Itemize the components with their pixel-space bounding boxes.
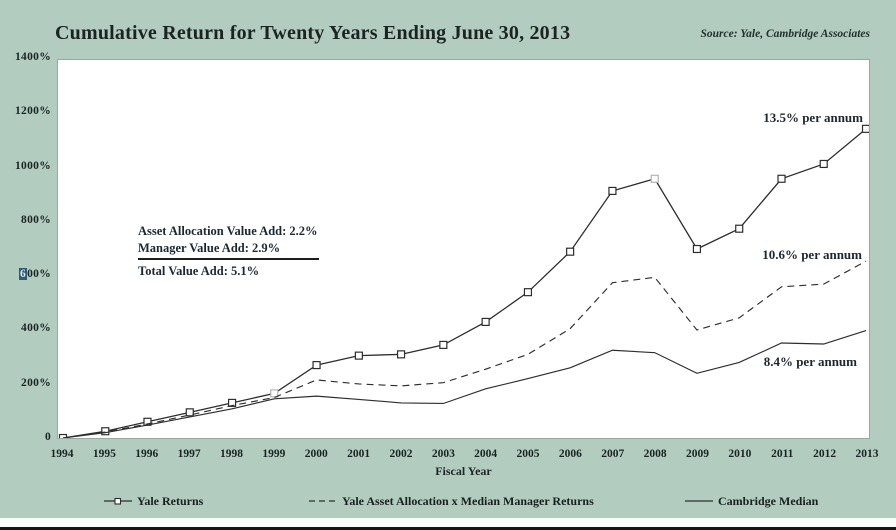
y-tick-label: 200%	[21, 376, 51, 389]
data-point-marker	[439, 340, 448, 349]
x-tick-label: 1998	[219, 448, 243, 460]
data-point-marker	[354, 351, 363, 360]
y-tick-label: 1000%	[15, 159, 51, 172]
value-add-divider	[138, 258, 319, 260]
y-tick-label: 800%	[21, 213, 51, 226]
x-tick-label: 2004	[474, 448, 498, 460]
x-tick-label: 1996	[135, 448, 159, 460]
data-point-marker	[566, 247, 575, 256]
y-tick-label: 400%	[21, 322, 51, 335]
data-point-marker	[650, 174, 659, 183]
data-point-marker	[396, 350, 406, 359]
x-tick-label: 2000	[304, 448, 328, 460]
x-tick-label: 2012	[813, 448, 837, 460]
legend-item-label: Yale Asset Allocation x Median Manager R…	[342, 493, 594, 508]
source-credit: Source: Yale, Cambridge Associates	[700, 28, 870, 40]
x-tick-label: 2001	[347, 448, 371, 460]
value-add-lines: Asset Allocation Value Add: 2.2% Manager …	[138, 223, 319, 256]
data-point-marker	[58, 433, 68, 438]
chart-title: Cumulative Return for Twenty Years Endin…	[55, 22, 571, 44]
x-tick-label: 2005	[516, 448, 540, 460]
x-tick-label: 2002	[389, 448, 413, 460]
data-point-marker	[270, 389, 279, 398]
data-point-marker	[692, 244, 702, 254]
data-point-marker	[777, 174, 786, 183]
legend-item-yale-returns: Yale Returns	[103, 492, 203, 510]
data-point-marker	[101, 427, 110, 436]
data-point-marker	[523, 288, 533, 297]
y-tick-label: 0	[44, 431, 51, 443]
data-point-marker	[185, 408, 194, 417]
x-tick-label: 2011	[771, 448, 794, 460]
value-add-line: Manager Value Add: 2.9%	[138, 240, 281, 255]
y-tick-label: 600%	[19, 268, 51, 281]
per-annum-label: 10.6% per annum	[762, 247, 862, 262]
x-tick-label: 2006	[558, 448, 582, 460]
data-point-marker	[819, 159, 828, 169]
highlighted-digit: 6	[19, 268, 28, 281]
data-point-marker	[735, 224, 744, 233]
series-line-yale-returns	[62, 128, 867, 438]
x-tick-label: 1994	[50, 448, 74, 460]
x-axis-title: Fiscal Year	[435, 464, 492, 478]
x-tick-label: 2003	[431, 448, 455, 460]
x-tick-label: 1999	[262, 448, 286, 460]
data-point-marker	[608, 186, 617, 195]
data-point-marker	[861, 124, 869, 133]
x-tick-label: 2013	[855, 448, 879, 460]
value-add-line: Asset Allocation Value Add: 2.2%	[138, 224, 318, 238]
legend-item-cambridge-median: Cambridge Median	[684, 492, 818, 510]
x-tick-label: 2007	[601, 448, 625, 460]
data-point-marker	[227, 398, 237, 407]
y-tick-label: 1200%	[15, 105, 51, 118]
legend-item-yale-asset-allocation-x-median-manager-returns: Yale Asset Allocation x Median Manager R…	[308, 492, 594, 510]
x-tick-label: 2008	[643, 448, 667, 460]
series-line-yale-asset-allocation-x-median-manager-returns	[62, 260, 867, 438]
y-tick-label: 1400%	[15, 51, 51, 63]
legend-item-label: Yale Returns	[137, 493, 204, 508]
chart-canvas	[58, 124, 869, 438]
dashed-legend-marker-icon	[309, 500, 337, 502]
per-annum-label: 13.5% per annum	[763, 110, 863, 125]
bottom-white-strip	[0, 518, 896, 527]
data-point-marker	[312, 361, 321, 370]
line-square-legend-marker-icon	[104, 497, 132, 505]
data-point-marker	[481, 317, 490, 326]
x-tick-label: 1995	[92, 448, 116, 460]
value-add-total: Total Value Add: 5.1%	[138, 264, 260, 278]
series-line-cambridge-median	[62, 330, 867, 438]
legend-item-label: Cambridge Median	[718, 493, 819, 508]
x-tick-label: 2010	[728, 448, 752, 460]
x-tick-label: 2009	[686, 448, 710, 460]
plot-area: 13.5% per annum 10.6% per annum 8.4% per a…	[57, 59, 870, 439]
value-add-box: Asset Allocation Value Add: 2.2% Manager …	[138, 223, 319, 280]
solid-legend-marker-icon	[685, 500, 713, 502]
bottom-border-bar	[0, 527, 896, 530]
per-annum-label: 8.4% per annum	[763, 354, 857, 369]
x-tick-label: 1997	[177, 448, 201, 460]
